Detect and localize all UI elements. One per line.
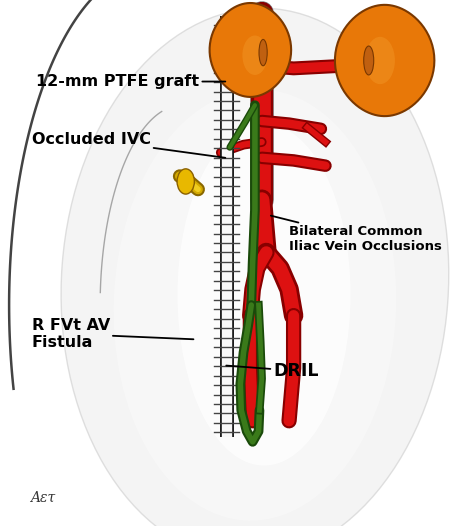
Text: R FVt AV
Fistula: R FVt AV Fistula	[32, 318, 193, 350]
Ellipse shape	[242, 36, 267, 75]
Ellipse shape	[259, 39, 267, 66]
Ellipse shape	[178, 124, 350, 466]
Ellipse shape	[365, 37, 395, 84]
Text: Aɛτ: Aɛτ	[29, 490, 55, 504]
Text: DRIL: DRIL	[226, 362, 319, 380]
Ellipse shape	[364, 46, 374, 75]
Text: Occluded IVC: Occluded IVC	[32, 132, 225, 158]
Ellipse shape	[61, 8, 449, 526]
Text: Bilateral Common
Iliac Vein Occlusions: Bilateral Common Iliac Vein Occlusions	[271, 216, 442, 254]
Polygon shape	[335, 5, 434, 116]
Ellipse shape	[177, 169, 194, 194]
Ellipse shape	[114, 89, 396, 521]
Polygon shape	[210, 3, 291, 97]
Text: 12-mm PTFE graft: 12-mm PTFE graft	[36, 74, 225, 89]
